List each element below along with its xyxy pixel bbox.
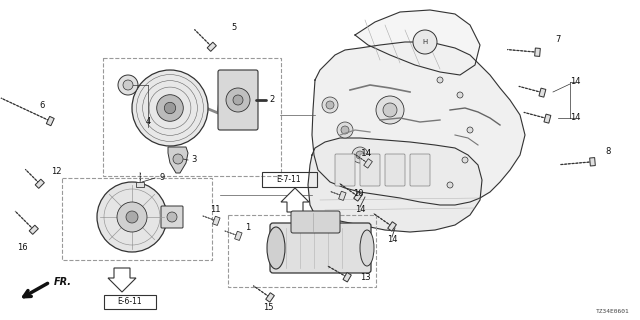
Polygon shape <box>212 216 220 226</box>
Polygon shape <box>35 179 44 188</box>
Text: E-6-11: E-6-11 <box>118 298 142 307</box>
Polygon shape <box>29 225 38 234</box>
FancyBboxPatch shape <box>335 154 355 186</box>
Circle shape <box>341 126 349 134</box>
Bar <box>228 215 376 287</box>
Polygon shape <box>355 10 480 75</box>
Polygon shape <box>589 157 595 166</box>
Text: TZ34E0601: TZ34E0601 <box>596 309 630 314</box>
Text: 13: 13 <box>360 274 371 283</box>
Circle shape <box>337 122 353 138</box>
Circle shape <box>117 202 147 232</box>
Text: FR.: FR. <box>54 277 72 287</box>
FancyBboxPatch shape <box>218 70 258 130</box>
Polygon shape <box>266 293 275 302</box>
Polygon shape <box>207 42 216 52</box>
Text: 9: 9 <box>159 173 164 182</box>
FancyBboxPatch shape <box>360 154 380 186</box>
Text: 11: 11 <box>210 205 220 214</box>
Text: E-7-11: E-7-11 <box>276 174 301 183</box>
Circle shape <box>467 127 473 133</box>
Polygon shape <box>339 191 346 200</box>
Text: 15: 15 <box>263 303 273 313</box>
Circle shape <box>173 154 183 164</box>
Text: 14: 14 <box>570 77 580 86</box>
Polygon shape <box>235 231 242 240</box>
Circle shape <box>462 157 468 163</box>
Polygon shape <box>312 42 525 205</box>
Circle shape <box>118 75 138 95</box>
Polygon shape <box>534 48 540 56</box>
Circle shape <box>97 182 167 252</box>
Polygon shape <box>308 138 482 232</box>
Text: 4: 4 <box>145 117 150 126</box>
Text: 10: 10 <box>353 189 364 198</box>
Circle shape <box>437 77 443 83</box>
Circle shape <box>413 30 437 54</box>
Ellipse shape <box>360 230 374 266</box>
FancyBboxPatch shape <box>161 206 183 228</box>
Polygon shape <box>364 159 372 168</box>
Polygon shape <box>544 114 551 123</box>
Bar <box>103 58 281 176</box>
FancyBboxPatch shape <box>270 223 371 273</box>
Circle shape <box>123 80 133 90</box>
Circle shape <box>356 151 364 159</box>
Circle shape <box>164 102 176 114</box>
Text: 8: 8 <box>605 148 611 156</box>
Text: 14: 14 <box>362 148 372 157</box>
Circle shape <box>157 95 183 121</box>
Text: 6: 6 <box>39 100 45 109</box>
Text: 14: 14 <box>355 205 365 214</box>
Polygon shape <box>343 273 351 282</box>
Polygon shape <box>136 182 144 187</box>
Circle shape <box>376 96 404 124</box>
Circle shape <box>226 88 250 112</box>
Text: 3: 3 <box>191 156 196 164</box>
Text: 14: 14 <box>387 236 397 244</box>
Circle shape <box>233 95 243 105</box>
Polygon shape <box>168 147 188 173</box>
Circle shape <box>126 211 138 223</box>
Text: H: H <box>422 39 428 45</box>
Polygon shape <box>281 188 309 212</box>
Ellipse shape <box>267 227 285 269</box>
Circle shape <box>322 97 338 113</box>
Bar <box>104 295 156 309</box>
Circle shape <box>132 70 208 146</box>
Circle shape <box>167 212 177 222</box>
Text: 7: 7 <box>556 36 561 44</box>
Text: 5: 5 <box>232 22 237 31</box>
Polygon shape <box>46 116 54 126</box>
FancyBboxPatch shape <box>291 211 340 233</box>
Polygon shape <box>354 192 362 201</box>
Polygon shape <box>539 88 546 97</box>
Polygon shape <box>108 268 136 292</box>
Polygon shape <box>388 222 396 231</box>
Circle shape <box>352 147 368 163</box>
Bar <box>62 178 212 260</box>
FancyBboxPatch shape <box>410 154 430 186</box>
Text: 14: 14 <box>570 114 580 123</box>
Circle shape <box>383 103 397 117</box>
Circle shape <box>447 182 453 188</box>
Text: 2: 2 <box>269 95 275 105</box>
Circle shape <box>457 92 463 98</box>
Bar <box>262 172 317 187</box>
Text: 1: 1 <box>245 223 251 233</box>
Text: 12: 12 <box>51 167 61 177</box>
Text: 16: 16 <box>17 244 28 252</box>
Circle shape <box>326 101 334 109</box>
FancyBboxPatch shape <box>385 154 405 186</box>
